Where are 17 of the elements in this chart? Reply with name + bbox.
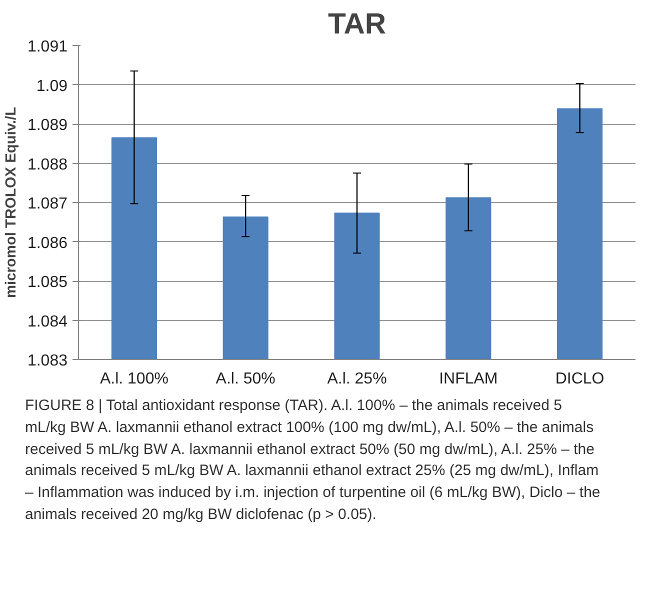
x-tick-label: DICLO bbox=[555, 370, 604, 388]
x-tick-label: A.l. 25% bbox=[327, 370, 387, 388]
x-tick-label: A.l. 50% bbox=[216, 370, 276, 388]
y-axis-title: micromol TROLOX Equiv./L bbox=[3, 106, 20, 298]
y-tick-label: 1.09 bbox=[36, 78, 68, 95]
y-tick-label: 1.083 bbox=[27, 352, 68, 370]
chart-title: TAR bbox=[328, 8, 386, 40]
x-tick-label: A.l. 100% bbox=[100, 370, 168, 388]
x-tick-label: INFLAM bbox=[439, 370, 498, 388]
y-tick-label: 1.091 bbox=[27, 38, 68, 56]
y-tick-label: 1.084 bbox=[27, 313, 68, 330]
y-tick-label: 1.085 bbox=[27, 274, 68, 291]
y-tick-label: 1.089 bbox=[27, 117, 68, 134]
y-tick-label: 1.087 bbox=[27, 196, 68, 212]
y-tick-label: 1.088 bbox=[27, 156, 68, 174]
y-tick-label: 1.086 bbox=[27, 234, 68, 252]
caption: FIGURE 8 | Total antioxidant response (TAR). A.l. 100% – the animals received 5 mL/kg BW A. laxmannii ethanol extract 100% (100 mg dw/mL), A.l. 50% – the animals received 5 mL/kg BW A. laxmannii ethanol extract 50% (50 mg dw/mL), A.l. 25% – the animals received 5 mL/kg BW A. laxmannii ethanol extract 25% (25 mg dw/mL), Inflam – Inflammation was induced by i.m. injection of turpentine oil (6 mL/kg BW), Diclo – the animals received 20 mg/kg BW diclofenac (p > 0.05). bbox=[24, 396, 602, 525]
